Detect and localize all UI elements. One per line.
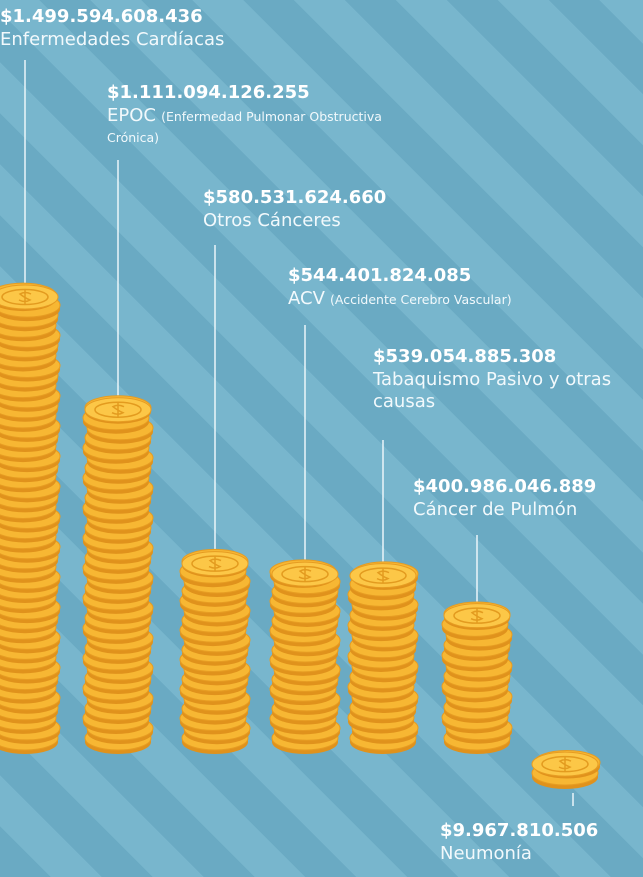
value-label: $9.967.810.506 bbox=[440, 820, 599, 841]
category-detail: (Accidente Cerebro Vascular) bbox=[329, 291, 512, 307]
coin-inner bbox=[541, 755, 589, 773]
data-label: $1.111.094.126.255 EPOC (Enfermedad Pulmo… bbox=[107, 82, 407, 147]
category-label: Enfermedades Cardíacas bbox=[0, 28, 225, 50]
coin-symbol bbox=[208, 556, 222, 571]
coin-inner bbox=[1, 288, 49, 306]
coin-symbol bbox=[298, 567, 312, 582]
coin-stack bbox=[0, 282, 61, 754]
coin-symbol bbox=[111, 402, 125, 417]
category-label: EPOC bbox=[107, 104, 156, 126]
value-label: $539.054.885.308 bbox=[373, 346, 557, 367]
coin-stack bbox=[179, 548, 251, 754]
value-label: $580.531.624.660 bbox=[203, 187, 387, 208]
coin-symbol bbox=[376, 568, 390, 583]
coin-stack bbox=[269, 559, 341, 754]
coin-inner bbox=[191, 555, 239, 572]
coin-symbol bbox=[470, 608, 484, 623]
coin-inner bbox=[281, 565, 329, 583]
coin-stack bbox=[531, 750, 601, 789]
coin-face bbox=[0, 284, 59, 310]
category-label: Neumonía bbox=[440, 842, 532, 864]
value-label: $1.111.094.126.255 bbox=[107, 82, 310, 103]
data-label: $9.967.810.506 Neumonía bbox=[440, 820, 640, 865]
data-label: $400.986.046.889 Cáncer de Pulmón bbox=[413, 476, 643, 521]
data-label: $544.401.824.085 ACV (Accidente Cerebro V… bbox=[288, 265, 618, 310]
category-detail: (Enfermedad Pulmonar Obstructiva Crónica… bbox=[107, 108, 382, 146]
value-label: $544.401.824.085 bbox=[288, 265, 472, 286]
data-label: $580.531.624.660 Otros Cánceres bbox=[203, 187, 463, 232]
coin-stack bbox=[82, 395, 154, 754]
coin-symbol bbox=[558, 757, 572, 772]
category-label: Cáncer de Pulmón bbox=[413, 498, 578, 520]
coin-stack bbox=[441, 601, 513, 754]
category-label: Otros Cánceres bbox=[203, 209, 341, 231]
coin-inner bbox=[359, 567, 407, 584]
category-label: Tabaquismo Pasivo y otras causas bbox=[373, 368, 612, 413]
coin-stack bbox=[347, 561, 419, 754]
data-label: $539.054.885.308 Tabaquismo Pasivo y otra… bbox=[373, 346, 613, 414]
value-label: $400.986.046.889 bbox=[413, 476, 597, 497]
value-label: $1.499.594.608.436 bbox=[0, 6, 203, 27]
coin-inner bbox=[94, 401, 142, 418]
coin-symbol bbox=[18, 290, 32, 304]
category-label: ACV bbox=[288, 287, 325, 309]
coin-inner bbox=[453, 607, 501, 624]
data-label: $1.499.594.608.436 Enfermedades Cardíacas bbox=[0, 6, 320, 51]
